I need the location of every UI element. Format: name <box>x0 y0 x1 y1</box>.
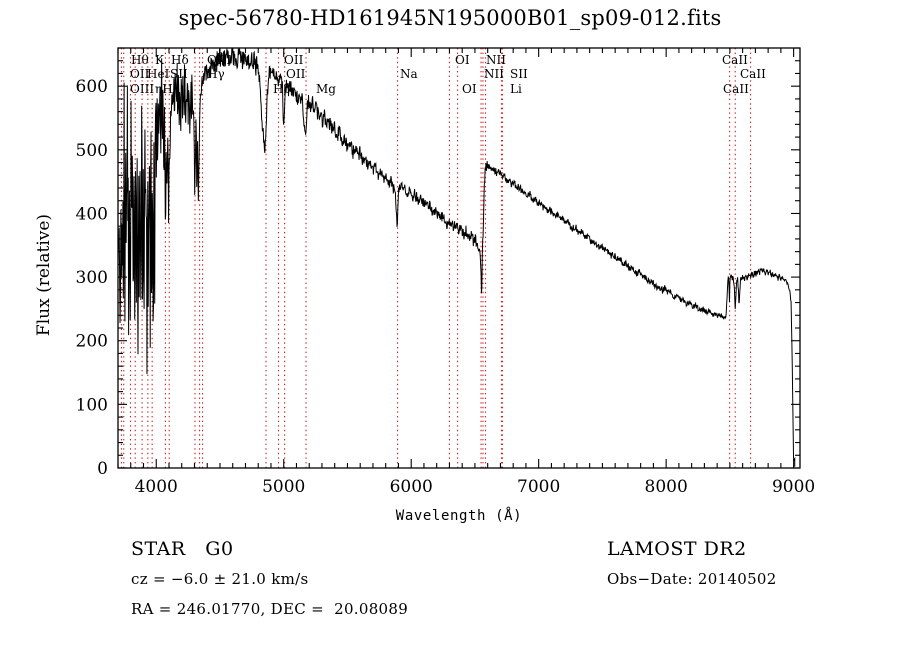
spectral-line-label-OII-8: OII <box>130 67 150 81</box>
spectral-line-label-OI-21: OI <box>462 82 477 96</box>
survey-name-line: LAMOST DR2 <box>607 538 747 560</box>
spectral-line-label-Na-13: Na <box>400 67 418 81</box>
redshift-line: cz = −6.0 ± 21.0 km/s <box>131 570 309 588</box>
spectral-line-label-SII-15: SII <box>510 67 528 81</box>
y-tick-label-100: 100 <box>76 395 108 415</box>
marker-lines-group <box>120 48 752 468</box>
y-tick-label-600: 600 <box>76 77 108 97</box>
spectrum-curve <box>117 48 796 467</box>
spectral-line-label-H-2: Hδ <box>171 53 189 67</box>
footer-left-column: STAR G0 cz = −6.0 ± 21.0 km/s RA = 246.0… <box>131 534 571 624</box>
spectral-line-label-CaII-23: CaII <box>723 82 749 96</box>
spectral-line-label-K-1: K <box>155 53 164 67</box>
obs-date-line: Obs−Date: 20140502 <box>607 570 777 588</box>
x-tick-label-8000: 8000 <box>645 477 688 497</box>
x-tick-label-9000: 9000 <box>772 477 815 497</box>
spectral-line-label-NII-14: NII <box>484 67 504 81</box>
spectral-line-label-Li-22: Li <box>510 82 522 96</box>
spectral-line-label-OII-4: OII <box>284 53 304 67</box>
y-tick-label-200: 200 <box>76 332 108 352</box>
spectral-line-label-OII-12: OII <box>286 67 306 81</box>
spectral-line-label-CaII-7: CaII <box>722 53 748 67</box>
spectral-line-label-H-11: Hγ <box>207 67 225 81</box>
spectral-line-label-H-18: ηH <box>155 82 173 96</box>
x-axis-title: Wavelength (Å) <box>395 508 523 524</box>
y-axis-title: Flux (relative) <box>34 213 54 337</box>
plot-frame <box>117 47 801 469</box>
y-tick-label-400: 400 <box>76 204 108 224</box>
axes-tick-labels: 4000 5000 6000 7000 8000 9000 0 100 200 300 400 500… <box>76 77 816 497</box>
x-tick-label-4000: 4000 <box>135 477 178 497</box>
footer-right-column: LAMOST DR2 Obs−Date: 20140502 <box>607 534 887 594</box>
coordinates-line: RA = 246.01770, DEC = 20.08089 <box>131 600 409 618</box>
x-tick-label-5000: 5000 <box>262 477 305 497</box>
spectral-line-label-SII-10: SII <box>170 67 188 81</box>
y-tick-label-0: 0 <box>97 459 108 479</box>
spectral-line-label-NII-6: NII <box>486 53 506 67</box>
spectral-line-label-OI-5: OI <box>455 53 470 67</box>
spectral-line-label-HeI-9: HeI <box>147 67 170 81</box>
metadata-footer: STAR G0 cz = −6.0 ± 21.0 km/s RA = 246.0… <box>0 534 900 644</box>
y-tick-label-300: 300 <box>76 268 108 288</box>
page-title: spec-56780-HD161945N195000B01_sp09-012.f… <box>178 6 722 30</box>
x-tick-label-6000: 6000 <box>390 477 433 497</box>
star-type-line: STAR G0 <box>131 538 234 560</box>
spectral-line-label-Mg-20: Mg <box>316 82 336 96</box>
spectral-line-label-H-0: Hθ <box>131 53 149 67</box>
spectral-line-label-OIII-3: OIII <box>207 53 232 67</box>
x-tick-label-7000: 7000 <box>517 477 560 497</box>
spectral-line-label-CaII-16: CaII <box>740 67 766 81</box>
spectral-line-label-H-19: Hβ <box>273 82 291 96</box>
axes-frame <box>117 47 801 469</box>
y-tick-label-500: 500 <box>76 141 108 161</box>
axes-ticks <box>117 47 800 469</box>
spectral-line-label-OIII-17: OIII <box>130 82 155 96</box>
